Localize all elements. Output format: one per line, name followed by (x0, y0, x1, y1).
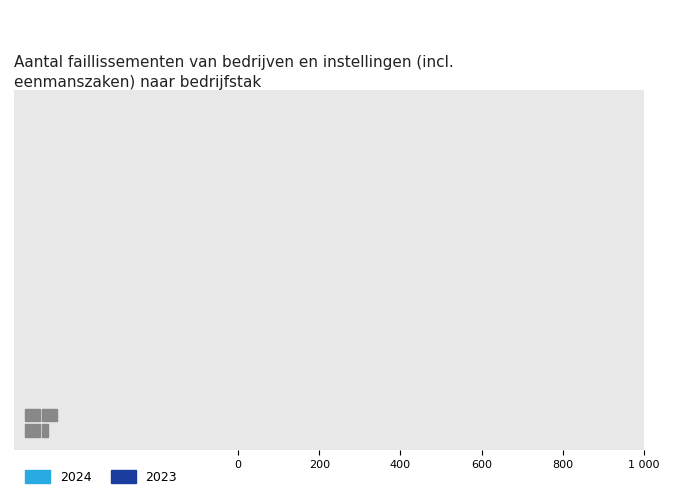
Bar (238, 314, 299, 322)
Bar (238, 426, 245, 434)
Bar (238, 352, 262, 359)
Bar (238, 248, 358, 256)
Bar (238, 337, 267, 344)
Text: Aantal faillissementen van bedrijven en instellingen (incl.: Aantal faillissementen van bedrijven en … (14, 55, 454, 70)
Bar (238, 196, 333, 203)
Bar (238, 240, 323, 248)
Bar (25, 424, 40, 436)
Bar (238, 404, 253, 411)
Bar (238, 359, 265, 367)
Bar (238, 181, 391, 188)
Bar (238, 270, 340, 278)
Bar (238, 292, 315, 300)
Bar (238, 284, 295, 292)
Bar (238, 106, 504, 114)
Bar (238, 226, 380, 234)
Bar (238, 218, 340, 226)
Bar (238, 329, 263, 337)
Text: eenmanszaken) naar bedrijfstak: eenmanszaken) naar bedrijfstak (14, 75, 261, 90)
Bar (238, 151, 378, 158)
Bar (238, 418, 244, 426)
Bar (42, 408, 57, 421)
Bar (238, 382, 263, 389)
Bar (238, 128, 426, 136)
Bar (238, 158, 441, 166)
Legend: 2024, 2023: 2024, 2023 (20, 465, 182, 489)
Bar (238, 136, 486, 144)
Bar (42, 424, 48, 436)
Bar (238, 374, 259, 382)
Bar (238, 396, 251, 404)
Bar (238, 173, 356, 181)
Bar (25, 408, 40, 421)
Bar (238, 203, 386, 211)
Bar (238, 114, 563, 122)
Bar (238, 262, 311, 270)
Bar (238, 306, 281, 314)
